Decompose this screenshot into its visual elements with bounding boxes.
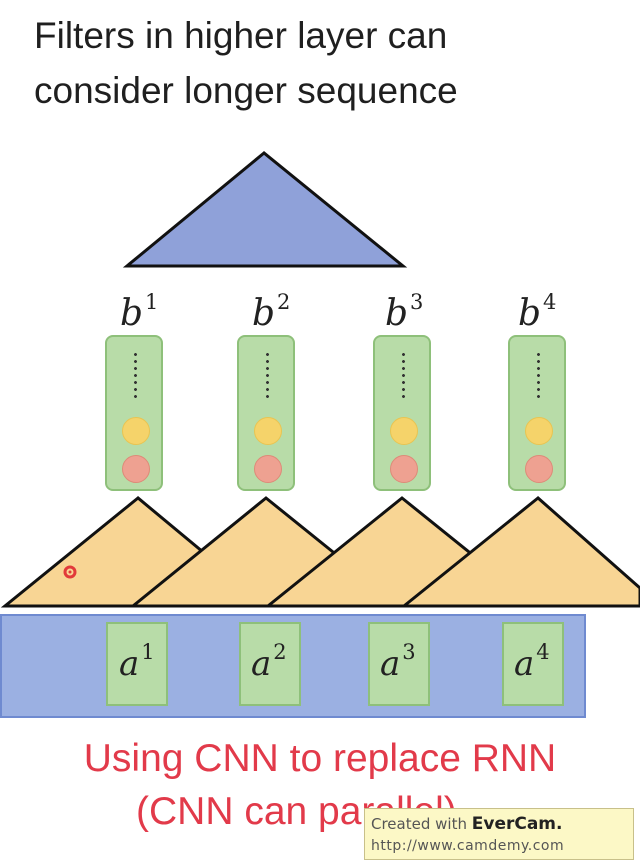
ellipsis-dots [537, 351, 540, 401]
input-label-a4: a4 [514, 640, 550, 684]
ellipsis-dots [266, 351, 269, 401]
input-label-a1: a1 [119, 640, 155, 684]
input-label-a3: a3 [380, 640, 416, 684]
red-unit [122, 455, 150, 483]
yellow-unit [254, 417, 282, 445]
title-line-2: consider longer sequence [34, 70, 458, 111]
red-unit [390, 455, 418, 483]
input-box-a2 [239, 622, 301, 706]
evercam-watermark: Created with EverCam. http://www.camdemy… [364, 808, 634, 860]
output-label-b4: b4 [518, 290, 557, 334]
input-box-a4 [502, 622, 564, 706]
title-line-1: Filters in higher layer can [34, 15, 448, 56]
output-label-b2: b2 [252, 290, 291, 334]
caption-line-1: Using CNN to replace RNN [83, 737, 557, 780]
output-label-b3: b3 [385, 290, 424, 334]
cursor-marker [63, 565, 77, 579]
output-vector-b3 [373, 335, 431, 491]
ellipsis-dots [134, 351, 137, 401]
input-box-a3 [368, 622, 430, 706]
filter-triangle-4 [399, 496, 640, 608]
red-unit [525, 455, 553, 483]
watermark-line-1: Created with EverCam. [371, 814, 563, 834]
yellow-unit [525, 417, 553, 445]
input-box-a1 [106, 622, 168, 706]
slide-title: Filters in higher layer can consider lon… [34, 8, 634, 118]
input-label-a2: a2 [251, 640, 287, 684]
red-unit [254, 455, 282, 483]
watermark-url: http://www.camdemy.com [371, 838, 565, 854]
higher-layer-filter [122, 151, 408, 268]
output-vector-b1 [105, 335, 163, 491]
yellow-unit [122, 417, 150, 445]
output-label-b1: b1 [120, 290, 159, 334]
output-vector-b2 [237, 335, 295, 491]
output-vector-b4 [508, 335, 566, 491]
yellow-unit [390, 417, 418, 445]
ellipsis-dots [402, 351, 405, 401]
